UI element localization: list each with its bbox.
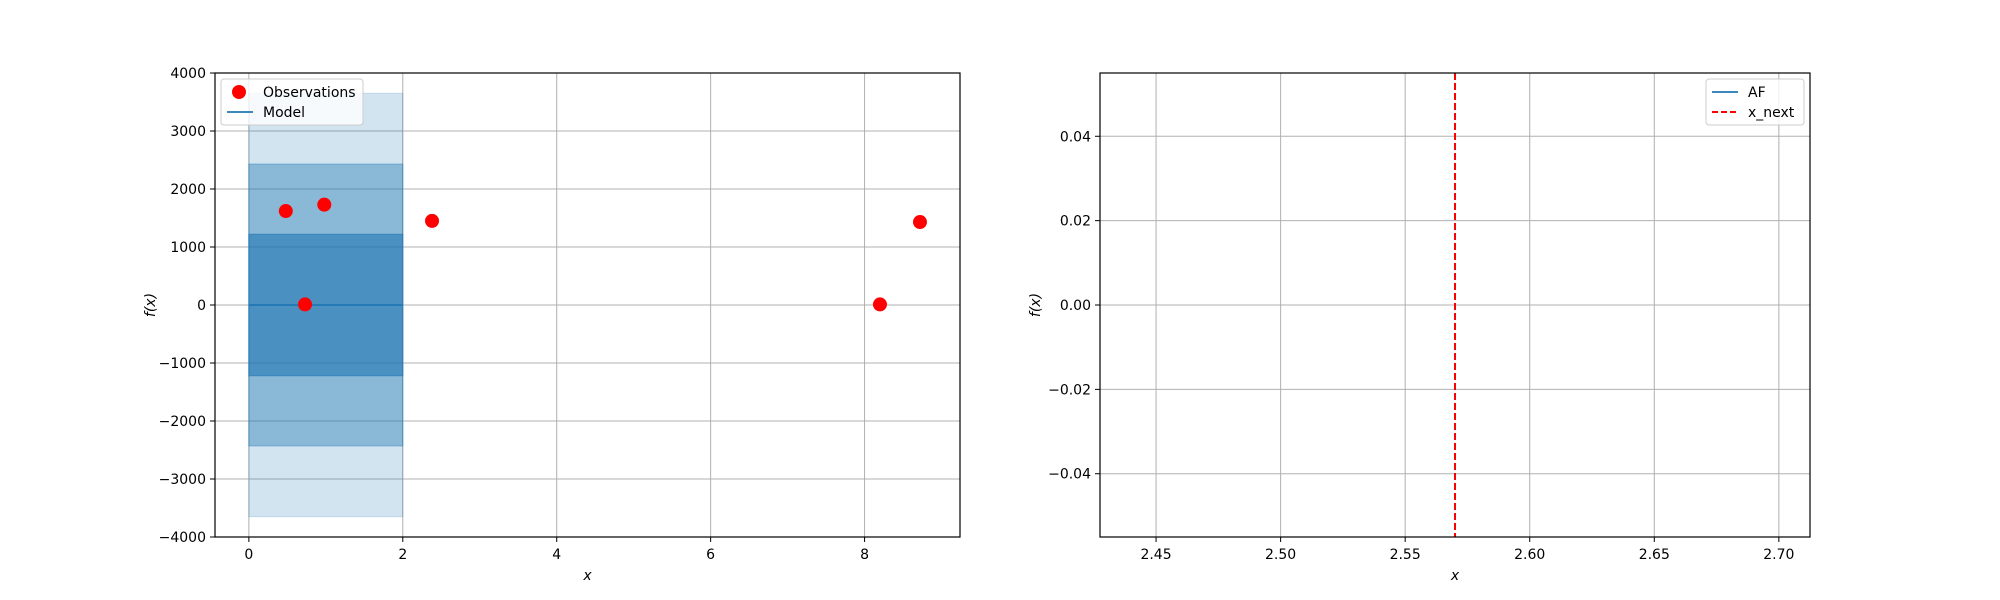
x-tick-label: 0 (244, 547, 253, 563)
legend-label: Model (263, 105, 305, 121)
y-tick-label: −0.04 (1048, 467, 1091, 483)
y-tick-label: 4000 (170, 66, 206, 82)
legend-box (1705, 78, 1805, 126)
legend-label: x_next (1748, 105, 1795, 121)
y-tick-label: −2000 (159, 414, 206, 430)
left-legend: Observations Model (220, 78, 364, 126)
left-x-axis-label: x (582, 568, 592, 584)
right-legend: AF x_next (1705, 78, 1805, 126)
left-observations (278, 197, 927, 312)
observation-point (425, 213, 440, 228)
y-tick-label: 3000 (170, 124, 206, 140)
left-chart-panel: 0 2 4 6 8 −4000 −3000 −2000 −1000 0 1000 2000 3000 40… (143, 66, 961, 584)
legend-box (220, 78, 364, 126)
y-tick-label: −3000 (159, 472, 206, 488)
y-tick-label: −1000 (159, 356, 206, 372)
y-tick-label: 0.00 (1060, 298, 1091, 314)
left-y-axis-label: f(x) (143, 293, 159, 317)
x-tick-label: 2.70 (1763, 547, 1794, 563)
legend-label: AF (1748, 85, 1766, 101)
legend-marker-observations (232, 85, 246, 99)
observation-point (298, 297, 313, 312)
left-ticks: 0 2 4 6 8 −4000 −3000 −2000 −1000 0 1000 2000 3000 40… (159, 66, 869, 563)
right-x-axis-label: x (1450, 568, 1460, 584)
right-chart-panel: 2.45 2.50 2.55 2.60 2.65 2.70 −0.04 −0.02 0.00 0.… (1028, 72, 1811, 584)
y-tick-label: 2000 (170, 182, 206, 198)
observation-point (912, 215, 927, 230)
right-grid (1100, 73, 1810, 537)
y-tick-label: 0.04 (1060, 129, 1091, 145)
y-tick-label: 1000 (170, 240, 206, 256)
observation-point (278, 204, 293, 219)
y-tick-label: 0.02 (1060, 214, 1091, 230)
x-tick-label: 2.60 (1514, 547, 1545, 563)
observation-point (317, 197, 332, 212)
x-tick-label: 2 (398, 547, 407, 563)
x-tick-label: 2.65 (1639, 547, 1670, 563)
x-tick-label: 2.55 (1390, 547, 1421, 563)
right-ticks: 2.45 2.50 2.55 2.60 2.65 2.70 −0.04 −0.02 0.00 0.… (1048, 129, 1794, 563)
y-tick-label: −0.02 (1048, 382, 1091, 398)
right-y-axis-label: f(x) (1028, 293, 1044, 317)
x-tick-label: 2.45 (1140, 547, 1171, 563)
x-tick-label: 6 (706, 547, 715, 563)
legend-label: Observations (263, 85, 356, 101)
x-tick-label: 2.50 (1265, 547, 1296, 563)
x-tick-label: 4 (552, 547, 561, 563)
y-tick-label: 0 (197, 298, 206, 314)
observation-point (872, 297, 887, 312)
x-tick-label: 8 (860, 547, 869, 563)
y-tick-label: −4000 (159, 530, 206, 546)
